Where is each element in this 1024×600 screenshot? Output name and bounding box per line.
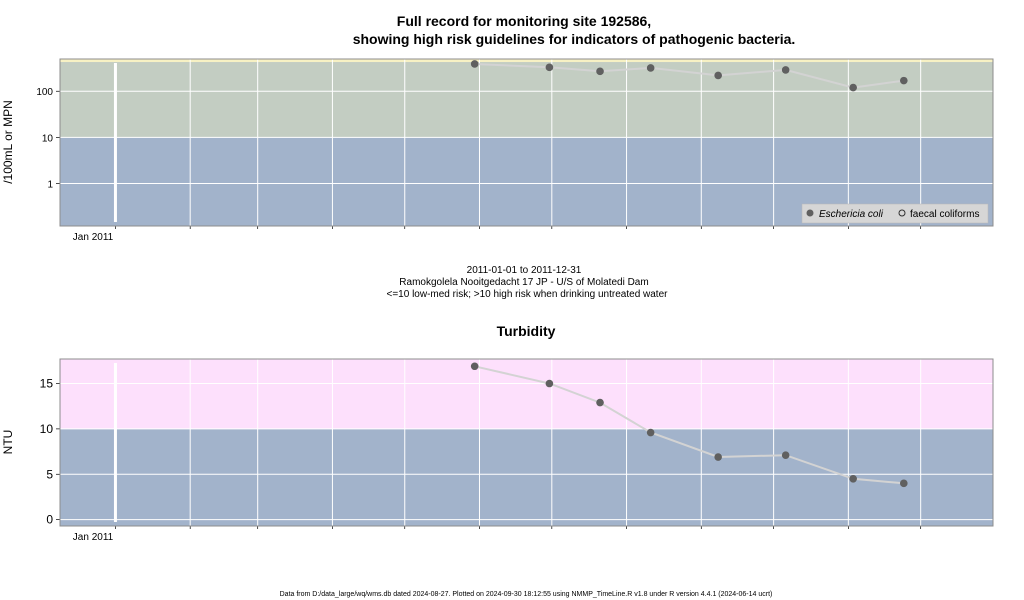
bacteria-data-point [714,71,722,80]
turbidity-data-point [646,428,655,437]
bacteria-y-tick-label: 1 [47,180,53,191]
turbidity-series-line [474,365,904,485]
turbidity-x-tick-label: Jan 2011 [73,532,114,543]
turbidity-data-point [714,453,722,461]
legend-label-faecal-coliforms: faecal coliforms [910,209,979,220]
bacteria-y-axis-label: /100mL or MPN [1,100,15,184]
bacteria-data-point [849,83,857,92]
turbidity-title: Turbidity [497,323,556,339]
legend-filled-circle-icon [806,209,814,217]
turbidity-data-point [545,379,554,388]
turbidity-data-point [899,479,908,488]
chart-title-line-2: showing high risk guidelines for indicat… [353,31,796,47]
bacteria-data-point [781,66,790,74]
bacteria-data-point [470,60,479,68]
bacteria-plot-frame [59,58,994,227]
footer-note: Data from D:/data_large/wq/wms.db dated … [280,591,773,598]
turbidity-data-point [849,475,857,483]
bacteria-series-line [474,63,904,89]
caption-site: Ramokgolela Nooitgedacht 17 JP - U/S of … [399,277,648,288]
turbidity-y-tick-label: 0 [46,513,53,527]
bacteria-y-tick-label: 100 [36,87,53,98]
turbidity-y-tick-label: 10 [40,422,54,436]
legend-open-circle-icon [898,209,906,217]
turbidity-y-tick-label: 15 [40,377,54,391]
legend-label-e-coli: Eschericia coli [819,209,884,220]
bacteria-y-tick-label: 10 [42,133,54,144]
turbidity-plot-frame [59,358,994,527]
turbidity-data-point [470,362,479,371]
legend: Eschericia coli faecal coliforms [801,203,989,224]
bacteria-data-point [596,67,604,76]
bacteria-x-tick-label: Jan 2011 [73,232,114,243]
chart-title-line-1: Full record for monitoring site 192586, [397,13,651,29]
turbidity-data-point [596,398,604,407]
caption-risk: <=10 low-med risk; >10 high risk when dr… [387,289,669,300]
turbidity-band-0 [60,428,993,526]
legend-box [801,203,989,224]
caption-date-range: 2011-01-01 to 2011-12-31 [467,265,582,276]
turbidity-band-1 [60,359,993,429]
bacteria-data-point [646,64,655,72]
turbidity-data-point [781,451,790,460]
bacteria-data-point [545,63,554,72]
bacteria-band-1 [60,62,993,138]
turbidity-y-axis-label: NTU [1,430,15,455]
bacteria-band-2 [60,59,993,63]
turbidity-y-tick-label: 5 [46,467,53,481]
bacteria-panel: 1 10 100 [36,58,994,229]
bacteria-data-point [899,76,908,85]
turbidity-panel: 0 5 10 15 [40,358,994,529]
